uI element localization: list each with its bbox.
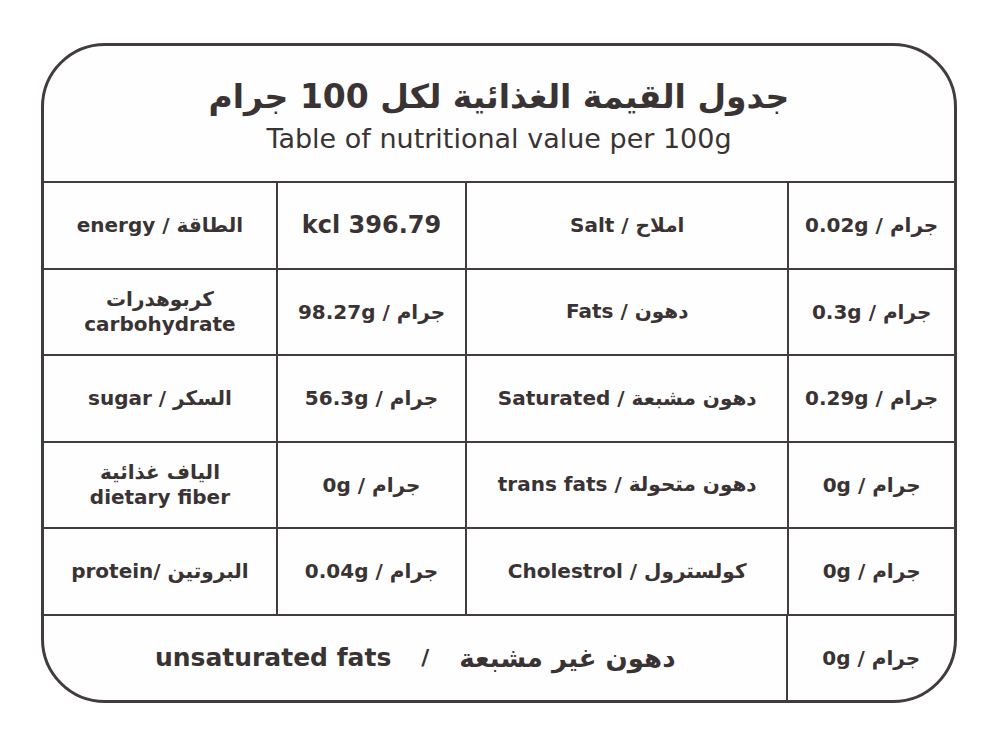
nutrient-value-cell-trans-fats: 0g / جرام <box>789 443 954 528</box>
nutrient-value: 0g / جرام <box>823 473 921 497</box>
nutrient-value-cell-energy: kcl 396.79 <box>278 183 467 268</box>
table-row: protein/ البروتين 0.04g / جرام Cholestro… <box>44 527 954 614</box>
table-title-arabic: جدول القيمة الغذائية لكل 100 جرام <box>209 77 790 116</box>
nutrient-label-cell-cholestrol: Cholestrol / كولسترول <box>467 529 789 614</box>
nutrient-label-cell-fats: Fats / دهون <box>467 270 789 355</box>
nutrient-label-line2: dietary fiber <box>90 485 230 510</box>
label-separator: / <box>421 645 429 670</box>
nutrient-value-cell-protein: 0.04g / جرام <box>278 529 467 614</box>
table-row: الياف غذائية dietary fiber 0g / جرام tra… <box>44 441 954 528</box>
nutrient-value: 0.3g / جرام <box>812 300 931 324</box>
nutrient-value: 0g / جرام <box>823 559 921 583</box>
nutrient-label-arabic: دهون غير مشبعة <box>459 643 675 673</box>
nutrient-label: energy / الطاقة <box>77 213 243 238</box>
nutrient-value: 0.02g / جرام <box>805 213 938 237</box>
table-title-english: Table of nutritional value per 100g <box>266 123 731 154</box>
nutrient-value-cell-salt: 0.02g / جرام <box>789 183 954 268</box>
nutrient-value: kcl 396.79 <box>302 211 441 239</box>
nutrient-label: Salt / املاح <box>570 213 684 238</box>
nutrient-value-cell-unsaturated-fats: 0g / جرام <box>788 616 954 701</box>
nutrient-value: 98.27g / جرام <box>298 300 445 324</box>
nutrient-value: 0g / جرام <box>822 646 920 670</box>
table-row-unsaturated-fats: unsaturated fats / دهون غير مشبعة 0g / ج… <box>44 614 954 701</box>
nutrient-label-cell-sugar: sugar / السكر <box>44 356 278 441</box>
nutrient-value: 0.29g / جرام <box>805 386 938 410</box>
nutrient-label: Cholestrol / كولسترول <box>508 559 747 584</box>
nutrient-value-cell-dietary-fiber: 0g / جرام <box>278 443 467 528</box>
nutrient-label-line2: carbohydrate <box>84 312 235 337</box>
nutrient-label-cell-trans-fats: trans fats / دهون متحولة <box>467 443 789 528</box>
table-row: energy / الطاقة kcl 396.79 Salt / املاح … <box>44 181 954 268</box>
nutrient-label-cell-carbohydrate: كربوهدرات carbohydrate <box>44 270 278 355</box>
nutrient-label-cell-protein: protein/ البروتين <box>44 529 278 614</box>
nutrient-label-cell-salt: Salt / املاح <box>467 183 789 268</box>
nutrient-value-cell-carbohydrate: 98.27g / جرام <box>278 270 467 355</box>
nutrient-label: trans fats / دهون متحولة <box>498 472 757 497</box>
nutrient-value: 0g / جرام <box>323 473 421 497</box>
table-row: sugar / السكر 56.3g / جرام Saturated / د… <box>44 354 954 441</box>
nutrient-label-cell-saturated: Saturated / دهون مشبعة <box>467 356 789 441</box>
nutrient-value: 0.04g / جرام <box>305 559 438 583</box>
table-row: كربوهدرات carbohydrate 98.27g / جرام Fat… <box>44 268 954 355</box>
nutrient-value: 56.3g / جرام <box>305 386 438 410</box>
nutrient-label: الياف غذائية <box>100 460 220 485</box>
nutrition-table: جدول القيمة الغذائية لكل 100 جرام Table … <box>41 43 957 703</box>
nutrient-value-cell-sugar: 56.3g / جرام <box>278 356 467 441</box>
nutrient-label: Saturated / دهون مشبعة <box>498 386 757 411</box>
nutrient-label-cell-dietary-fiber: الياف غذائية dietary fiber <box>44 443 278 528</box>
nutrient-label: Fats / دهون <box>566 299 688 324</box>
nutrient-label: sugar / السكر <box>88 386 232 411</box>
nutrient-value-cell-saturated: 0.29g / جرام <box>789 356 954 441</box>
nutrient-label: كربوهدرات <box>106 287 214 312</box>
nutrient-label-cell-energy: energy / الطاقة <box>44 183 278 268</box>
nutrient-value-cell-fats: 0.3g / جرام <box>789 270 954 355</box>
nutrient-label-english: unsaturated fats <box>155 643 391 672</box>
table-header: جدول القيمة الغذائية لكل 100 جرام Table … <box>44 46 954 181</box>
nutrient-value-cell-cholestrol: 0g / جرام <box>789 529 954 614</box>
nutrient-label-cell-unsaturated-fats: unsaturated fats / دهون غير مشبعة <box>44 616 788 701</box>
nutrient-label: protein/ البروتين <box>71 559 248 584</box>
